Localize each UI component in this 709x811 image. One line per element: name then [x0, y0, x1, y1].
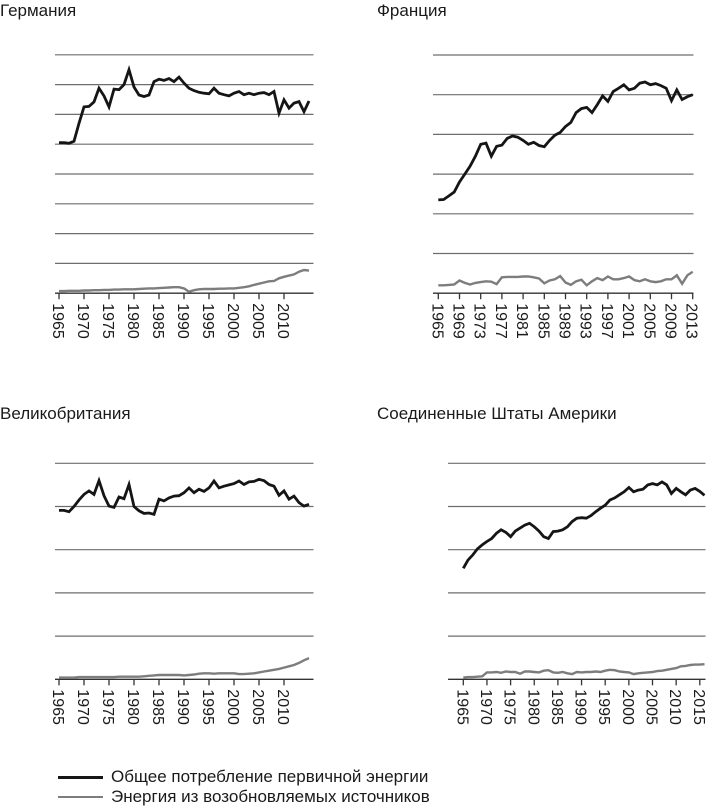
x-tick-label: 1980 — [124, 689, 141, 725]
x-tick-label: 1995 — [595, 689, 612, 725]
x-tick-label: 2005 — [640, 303, 657, 339]
x-tick-label: 2000 — [224, 303, 241, 339]
x-tick-label: 1990 — [174, 303, 191, 339]
x-tick-label: 1989 — [556, 303, 573, 339]
renewables-line — [59, 268, 310, 294]
x-tick-label: 2013 — [683, 303, 700, 339]
chart-title-france: Франция — [377, 1, 447, 20]
chart-usa: 1965 1970 1975 1980 1985 1990 1995 2000 2005 2010… — [448, 462, 707, 725]
x-tick-label: 2009 — [662, 303, 679, 339]
total-line — [59, 476, 310, 516]
x-tick-label: 1995 — [199, 689, 216, 725]
x-tick-label: 1993 — [577, 303, 594, 339]
x-tick-label: 1981 — [513, 303, 530, 339]
x-tick-label: 2000 — [224, 689, 241, 725]
chart-germany: 1965 1970 1975 1980 1985 1990 1995 2000 2005 2010 — [49, 54, 314, 339]
x-tick-label: 1985 — [534, 303, 551, 339]
renewables-line-swatch — [58, 795, 103, 799]
x-tick-label: 1977 — [492, 303, 509, 339]
x-tick-label: 1970 — [74, 303, 91, 339]
x-tick-label: 2005 — [249, 303, 266, 339]
x-tick-label: 2005 — [643, 689, 660, 725]
total-line — [438, 80, 694, 202]
legend-label-total: Общее потребление первичной энергии — [111, 767, 429, 786]
x-tick-label: 1990 — [174, 689, 191, 725]
legend: Общее потребление первичной энергии Энер… — [58, 767, 430, 807]
renewables-line — [59, 657, 310, 679]
total-line — [462, 480, 706, 569]
x-tick-label: 1990 — [572, 689, 589, 725]
x-tick-label: 2001 — [619, 303, 636, 339]
x-tick-label: 1965 — [428, 303, 445, 339]
x-tick-label: 1970 — [74, 689, 91, 725]
x-tick-label: 1980 — [524, 689, 541, 725]
chart-title-germany: Германия — [0, 1, 77, 20]
x-tick-label: 2010 — [274, 689, 291, 725]
x-tick-label: 1995 — [199, 303, 216, 339]
x-tick-label: 1975 — [99, 689, 116, 725]
renewables-line — [438, 270, 694, 287]
x-tick-label: 1970 — [477, 689, 494, 725]
x-tick-label: 1965 — [453, 689, 470, 725]
legend-label-renewables: Энергия из возобновляемых источников — [111, 787, 430, 806]
x-tick-label: 1985 — [149, 303, 166, 339]
x-tick-label: 1975 — [99, 303, 116, 339]
chart-title-uk: Великобритания — [0, 404, 131, 423]
total-line-swatch — [58, 775, 103, 779]
x-tick-label: 2005 — [249, 689, 266, 725]
x-tick-label: 1965 — [49, 689, 66, 725]
x-tick-label: 1985 — [149, 689, 166, 725]
total-line — [59, 65, 311, 145]
legend-item-total: Общее потребление первичной энергии — [58, 767, 430, 787]
x-tick-label: 1973 — [471, 303, 488, 339]
x-tick-label: 2000 — [619, 689, 636, 725]
chart-title-usa: Соединенные Штаты Америки — [377, 404, 617, 423]
renewables-line — [463, 663, 705, 679]
x-tick-label: 2015 — [690, 689, 707, 725]
x-tick-label: 2010 — [274, 303, 291, 339]
x-tick-label: 1997 — [598, 303, 615, 339]
x-tick-label: 1965 — [49, 303, 66, 339]
x-tick-label: 1975 — [501, 689, 518, 725]
x-tick-label: 2010 — [666, 689, 683, 725]
chart-france: 1965 1969 1973 1977 1981 1985 1989 1993 1997 2001… — [428, 54, 700, 339]
x-tick-label: 1985 — [548, 689, 565, 725]
legend-item-renewables: Энергия из возобновляемых источников — [58, 787, 430, 807]
x-tick-label: 1969 — [450, 303, 467, 339]
chart-uk: 1965 1970 1975 1980 1985 1990 1995 2000 2005 2010 — [49, 462, 314, 725]
x-tick-label: 1980 — [124, 303, 141, 339]
